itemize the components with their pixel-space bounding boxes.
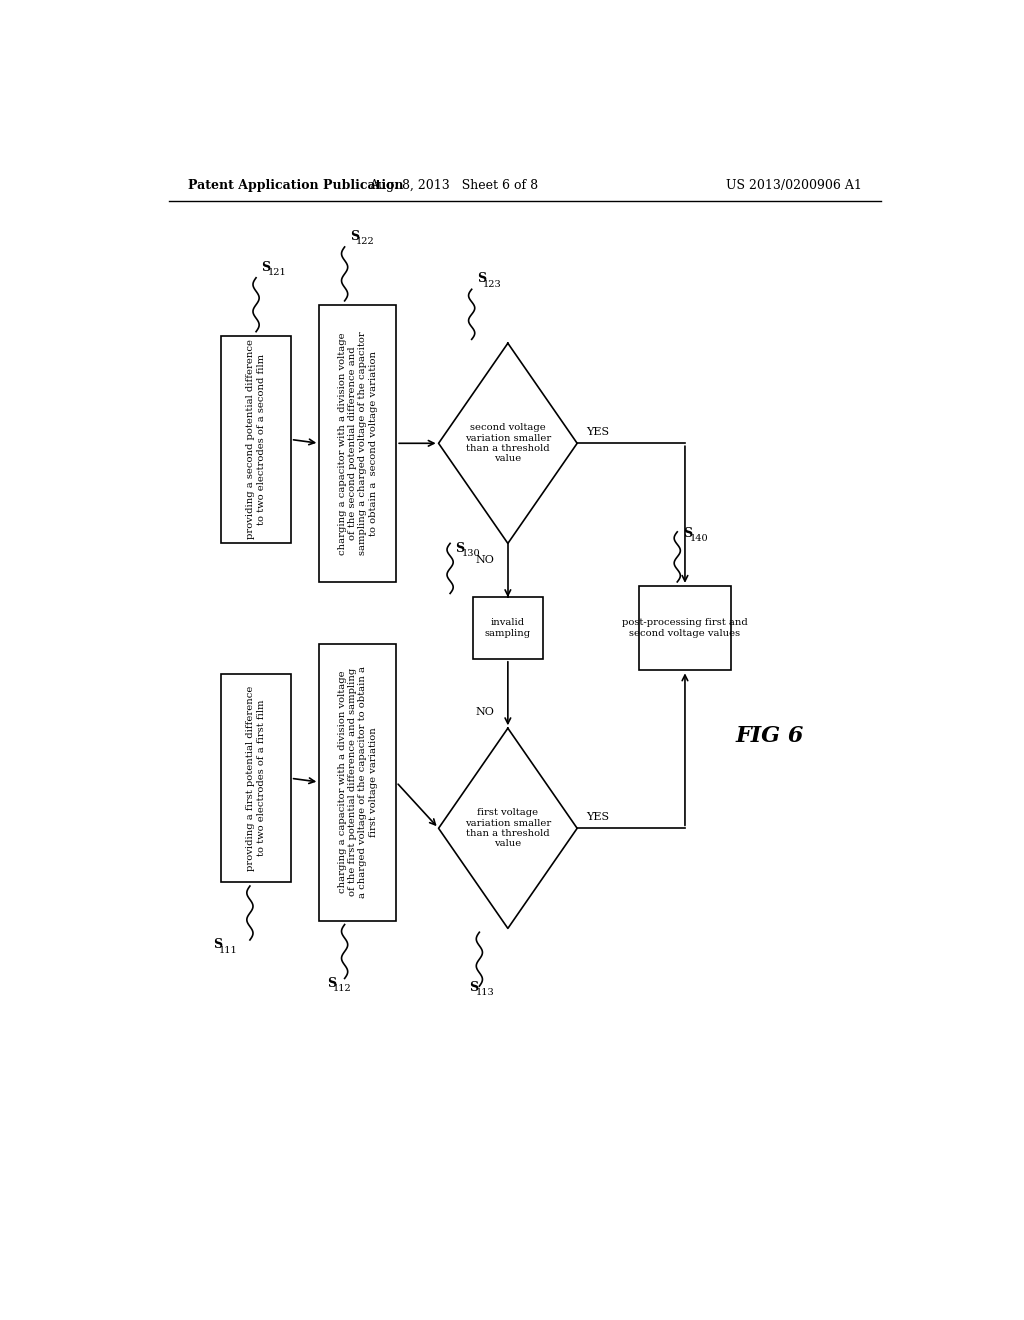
FancyBboxPatch shape [221,335,291,544]
Text: 112: 112 [333,985,352,993]
FancyBboxPatch shape [473,598,543,659]
Text: FIG 6: FIG 6 [735,725,804,747]
Text: US 2013/0200906 A1: US 2013/0200906 A1 [726,178,862,191]
FancyBboxPatch shape [221,675,291,882]
Text: S: S [477,272,486,285]
Text: providing a second potential difference
to two electrodes of a second film: providing a second potential difference … [247,339,266,540]
Text: second voltage
variation smaller
than a threshold
value: second voltage variation smaller than a … [465,424,551,463]
Text: invalid
sampling: invalid sampling [484,618,530,638]
Text: 111: 111 [219,945,238,954]
Text: post-processing first and
second voltage values: post-processing first and second voltage… [623,618,748,638]
Text: 122: 122 [356,238,375,246]
Text: S: S [456,543,465,554]
Text: Patent Application Publication: Patent Application Publication [188,178,403,191]
Text: YES: YES [587,812,609,822]
Text: S: S [327,977,336,990]
Text: first voltage
variation smaller
than a threshold
value: first voltage variation smaller than a t… [465,808,551,849]
Text: charging a capacitor with a division voltage
of the first potential difference a: charging a capacitor with a division vol… [338,667,378,898]
Text: S: S [683,527,692,540]
Text: YES: YES [587,426,609,437]
Text: 130: 130 [462,549,480,558]
Text: S: S [350,230,359,243]
Text: 140: 140 [689,533,709,543]
Text: Aug. 8, 2013   Sheet 6 of 8: Aug. 8, 2013 Sheet 6 of 8 [370,178,539,191]
Text: 121: 121 [267,268,287,277]
Text: charging a capacitor with a division voltage
of the second potential difference : charging a capacitor with a division vol… [338,331,378,556]
Text: NO: NO [475,554,495,565]
Text: S: S [469,981,478,994]
Text: S: S [213,939,222,952]
Text: NO: NO [475,706,495,717]
FancyBboxPatch shape [639,586,731,671]
Text: 123: 123 [483,280,502,289]
FancyBboxPatch shape [319,644,396,921]
Text: 113: 113 [475,987,495,997]
Text: S: S [261,261,270,275]
Text: providing a first potential difference
to two electrodes of a first film: providing a first potential difference t… [247,685,266,871]
FancyBboxPatch shape [319,305,396,582]
